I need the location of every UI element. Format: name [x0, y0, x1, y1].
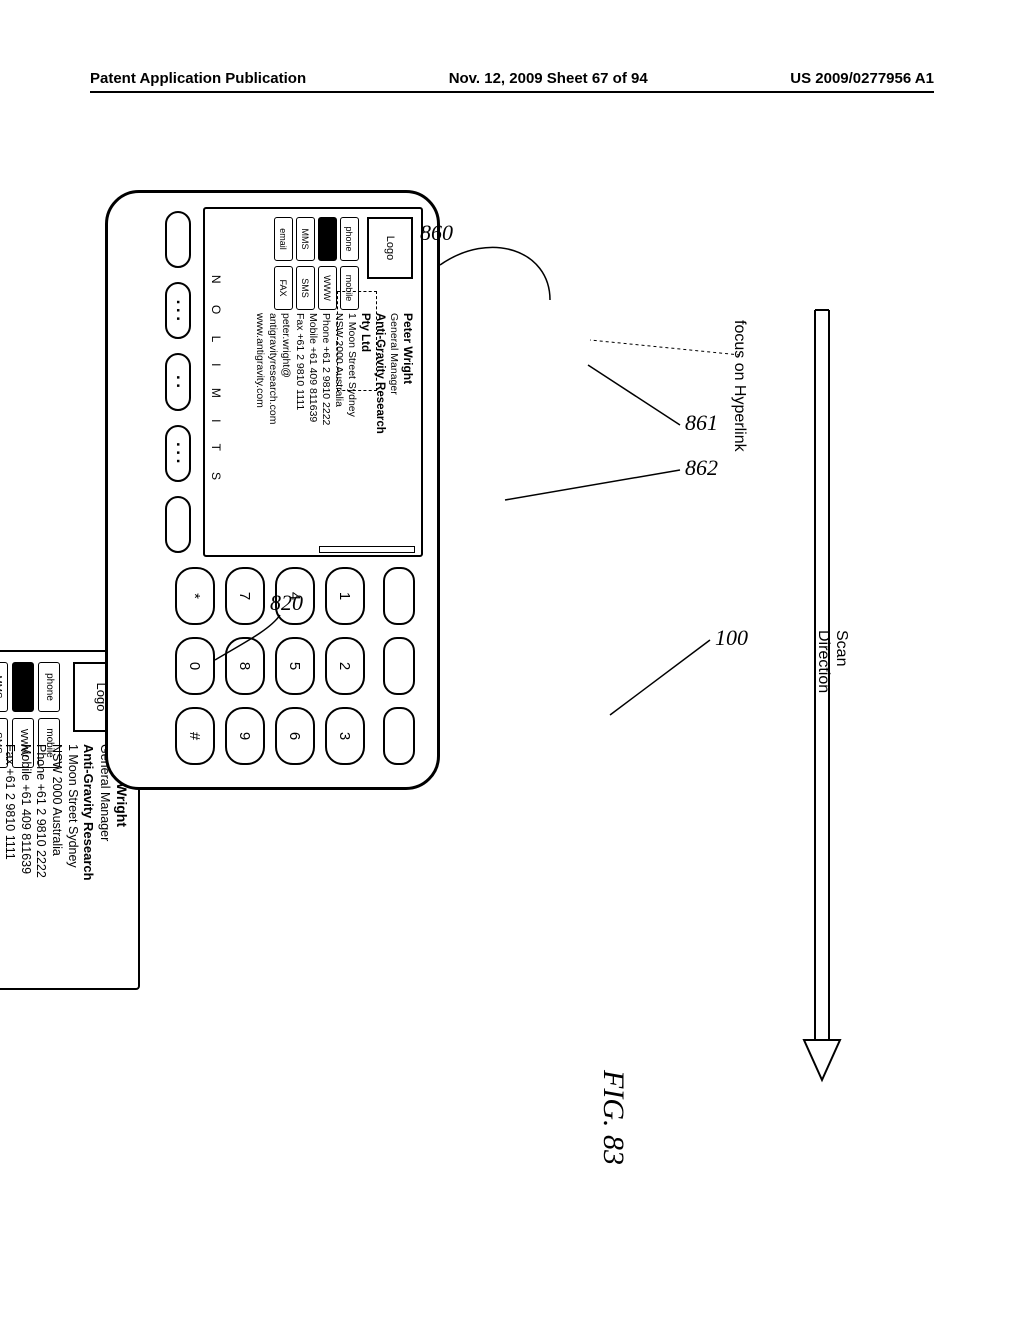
softkey-5[interactable]: [165, 496, 191, 553]
softkey-3[interactable]: ▪ ▪: [165, 353, 191, 410]
key-0[interactable]: 0: [175, 637, 215, 695]
figure-area: Logo Peter Wright General Manager Anti-G…: [120, 170, 900, 1170]
screen-btn-email[interactable]: email: [274, 217, 293, 261]
screen-btn-www[interactable]: WWW: [318, 266, 337, 310]
card-addr2: NSW 2000 Australia: [48, 744, 64, 980]
key-top-3[interactable]: [383, 707, 415, 765]
screen-btn-fax[interactable]: FAX: [274, 266, 293, 310]
card-btn-mobile[interactable]: mobile: [38, 718, 60, 768]
ref-820: 820: [270, 590, 303, 616]
key-6[interactable]: 6: [275, 707, 315, 765]
softkey-1[interactable]: [165, 211, 191, 268]
key-3[interactable]: 3: [325, 707, 365, 765]
screen-btn-solid[interactable]: [318, 217, 337, 261]
figure-label: FIG. 83: [596, 1070, 630, 1165]
annot-focus: focus on Hyperlink: [730, 320, 748, 452]
key-top-1[interactable]: [383, 567, 415, 625]
ref-862: 862: [685, 455, 718, 481]
screen-btn-phone[interactable]: phone: [340, 217, 359, 261]
card-phone: Phone +61 2 9810 2222: [33, 744, 49, 980]
card-fax: Fax +61 2 9810 1111: [2, 744, 18, 980]
card-btn-solid[interactable]: [12, 662, 34, 712]
ref-861: 861: [685, 410, 718, 436]
key-hash[interactable]: #: [175, 707, 215, 765]
screen-email1: peter.wright@: [279, 313, 292, 549]
card-btn-mms[interactable]: MMS: [0, 662, 8, 712]
screen-scrollbar[interactable]: [319, 546, 415, 553]
key-8[interactable]: 8: [225, 637, 265, 695]
screen-fax: Fax +61 2 9810 1111: [293, 313, 306, 549]
screen-mobile: Mobile +61 409 811639: [306, 313, 319, 549]
key-2[interactable]: 2: [325, 637, 365, 695]
device-frame: Logo phone mobile WWW MMS SMS email FAX …: [105, 190, 440, 790]
card-mobile: Mobile +61 409 811639: [17, 744, 33, 980]
screen-title: General Manager: [387, 313, 400, 549]
screen-email2: antigravityresearch.com: [266, 313, 279, 549]
annot-scan: Scan Direction: [814, 630, 850, 693]
screen-phone: Phone +61 2 9810 2222: [319, 313, 332, 549]
card-addr1: 1 Moon Street Sydney: [64, 744, 80, 980]
header-left: Patent Application Publication: [90, 70, 306, 87]
screen-btn-mms[interactable]: MMS: [296, 217, 315, 261]
screen-tagline: N O L I M I T S: [209, 209, 223, 555]
softkey-4[interactable]: ▪ ▪ ▪: [165, 425, 191, 482]
key-star[interactable]: *: [175, 567, 215, 625]
ref-100: 100: [715, 625, 748, 651]
screen-name: Peter Wright: [400, 313, 415, 549]
card-info: Peter Wright General Manager Anti-Gravit…: [0, 744, 130, 980]
softkey-row: ▪ ▪ ▪ ▪ ▪ ▪ ▪ ▪: [163, 211, 193, 553]
card-company: Anti-Gravity Research: [80, 744, 96, 980]
screen-www: www.antigravity.com: [253, 313, 266, 549]
screen-btn-sms[interactable]: SMS: [296, 266, 315, 310]
key-5[interactable]: 5: [275, 637, 315, 695]
ref-860: 860: [420, 220, 453, 246]
card-btn-sms[interactable]: SMS: [0, 718, 8, 768]
screen-info: Peter Wright General Manager Anti-Gravit…: [253, 313, 415, 549]
key-1[interactable]: 1: [325, 567, 365, 625]
header-right: US 2009/0277956 A1: [790, 70, 934, 87]
key-top-2[interactable]: [383, 637, 415, 695]
device-screen: Logo phone mobile WWW MMS SMS email FAX …: [203, 207, 423, 557]
softkey-2[interactable]: ▪ ▪ ▪: [165, 282, 191, 339]
card-buttons: phone mobile WWW MMS SMS email FAX: [0, 662, 60, 768]
screen-logo: Logo: [367, 217, 413, 279]
page-header: Patent Application Publication Nov. 12, …: [90, 70, 934, 93]
focus-rectangle: [337, 291, 377, 391]
key-7[interactable]: 7: [225, 567, 265, 625]
key-9[interactable]: 9: [225, 707, 265, 765]
card-title: General Manager: [97, 744, 113, 980]
card-btn-www[interactable]: WWW: [12, 718, 34, 768]
header-center: Nov. 12, 2009 Sheet 67 of 94: [449, 70, 648, 87]
card-btn-phone[interactable]: phone: [38, 662, 60, 712]
